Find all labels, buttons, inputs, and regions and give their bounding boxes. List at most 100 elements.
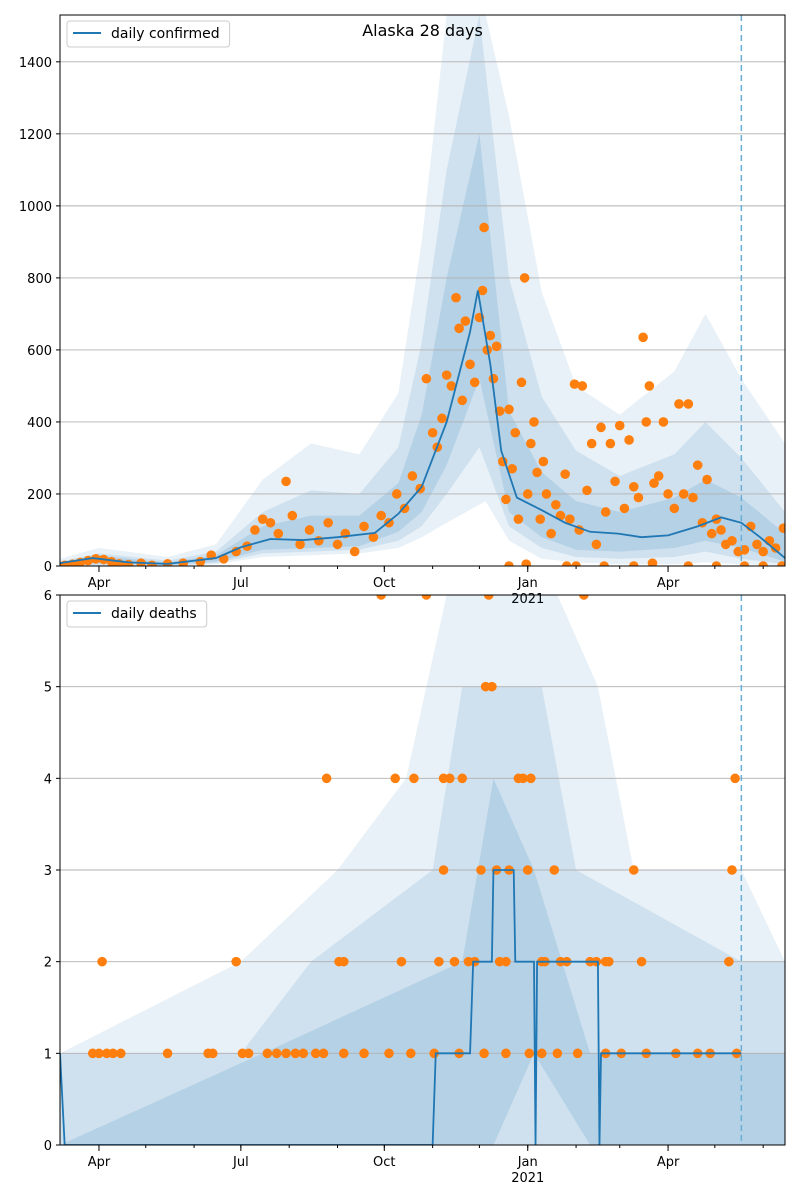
observed-point [338, 1048, 349, 1059]
observed-point [727, 535, 737, 546]
observed-point [706, 528, 717, 539]
y-tick-label: 4 [44, 772, 52, 787]
confirmed-legend: daily confirmed [66, 20, 231, 48]
observed-point [604, 956, 614, 967]
observed-point [349, 546, 360, 557]
observed-point [421, 373, 432, 384]
x-tick-sublabel: 2021 [511, 592, 544, 607]
observed-point [310, 1048, 321, 1059]
observed-point [491, 341, 502, 352]
observed-point [644, 381, 655, 391]
observed-point [250, 525, 260, 535]
observed-point [619, 503, 630, 514]
observed-point [638, 332, 648, 343]
observed-point [479, 1048, 489, 1059]
observed-point [376, 595, 386, 600]
observed-point [434, 956, 444, 967]
observed-point [586, 438, 597, 449]
observed-point [332, 539, 343, 550]
x-tick-label: Jan [517, 576, 538, 591]
observed-point [262, 1048, 273, 1059]
axes-frame [59, 14, 786, 567]
observed-point [596, 422, 606, 433]
observed-point [649, 478, 659, 488]
observed-point [359, 1048, 369, 1059]
observed-point [483, 595, 494, 600]
observed-point [524, 1048, 535, 1059]
observed-point [577, 381, 588, 391]
y-tick-label: 5 [44, 681, 52, 696]
observed-point [536, 1048, 547, 1059]
observed-point [513, 514, 524, 524]
observed-point [628, 865, 639, 875]
observed-point [438, 865, 449, 875]
observed-point [560, 469, 570, 479]
observed-point [384, 1048, 394, 1059]
observed-point [758, 561, 768, 566]
observed-point [304, 525, 315, 535]
observed-point [658, 417, 669, 427]
observed-point [591, 539, 602, 550]
observed-point [501, 956, 511, 967]
observed-point [338, 956, 349, 967]
observed-point [641, 417, 652, 427]
observed-point [504, 561, 514, 566]
observed-point [287, 510, 298, 521]
observed-point [724, 956, 734, 967]
observed-point [318, 1048, 329, 1059]
observed-point [409, 773, 419, 784]
observed-point [273, 528, 284, 539]
observed-point [162, 1048, 173, 1059]
band-inner [60, 133, 785, 566]
observed-point [449, 956, 460, 967]
confirmed-scatter [60, 222, 785, 566]
observed-point [406, 1048, 416, 1059]
observed-point [526, 438, 536, 449]
x-tick-label: Jul [232, 576, 249, 591]
legend-entry-daily-confirmed: daily confirmed [111, 26, 220, 42]
observed-point [477, 285, 488, 296]
y-tick-label: 6 [44, 589, 52, 604]
observed-point [444, 773, 455, 784]
observed-point [501, 494, 511, 505]
observed-point [295, 539, 305, 550]
observed-point [243, 1048, 254, 1059]
observed-point [610, 476, 620, 487]
observed-point [323, 517, 333, 528]
observed-point [777, 561, 785, 566]
observed-point [758, 546, 768, 557]
x-tick-label: Apr [88, 1155, 111, 1170]
observed-point [487, 681, 497, 692]
observed-point [716, 525, 726, 535]
observed-point [579, 595, 589, 600]
observed-point [605, 438, 616, 449]
observed-point [518, 773, 528, 784]
y-tick-label: 1 [44, 1047, 52, 1062]
observed-point [391, 489, 402, 499]
observed-point [600, 507, 611, 517]
y-tick-label: 0 [44, 1139, 52, 1154]
series-line [60, 290, 785, 565]
observed-point [507, 463, 517, 474]
observed-point [535, 514, 546, 524]
y-tick-label: 400 [27, 416, 52, 431]
y-tick-label: 1400 [19, 56, 52, 71]
observed-point [692, 460, 703, 470]
observed-point [538, 456, 549, 467]
observed-point [504, 404, 514, 415]
x-tick-label: Oct [373, 1155, 395, 1170]
band-middle [60, 15, 785, 566]
observed-point [727, 865, 737, 875]
observed-point [451, 292, 461, 303]
observed-point [94, 1048, 104, 1059]
observed-point [281, 1048, 291, 1059]
observed-point [399, 503, 410, 514]
x-tick-label: Oct [373, 576, 395, 591]
legend-box [66, 600, 208, 628]
observed-point [561, 561, 572, 566]
observed-point [571, 561, 581, 566]
legend-box [66, 20, 231, 48]
observed-point [510, 427, 521, 438]
